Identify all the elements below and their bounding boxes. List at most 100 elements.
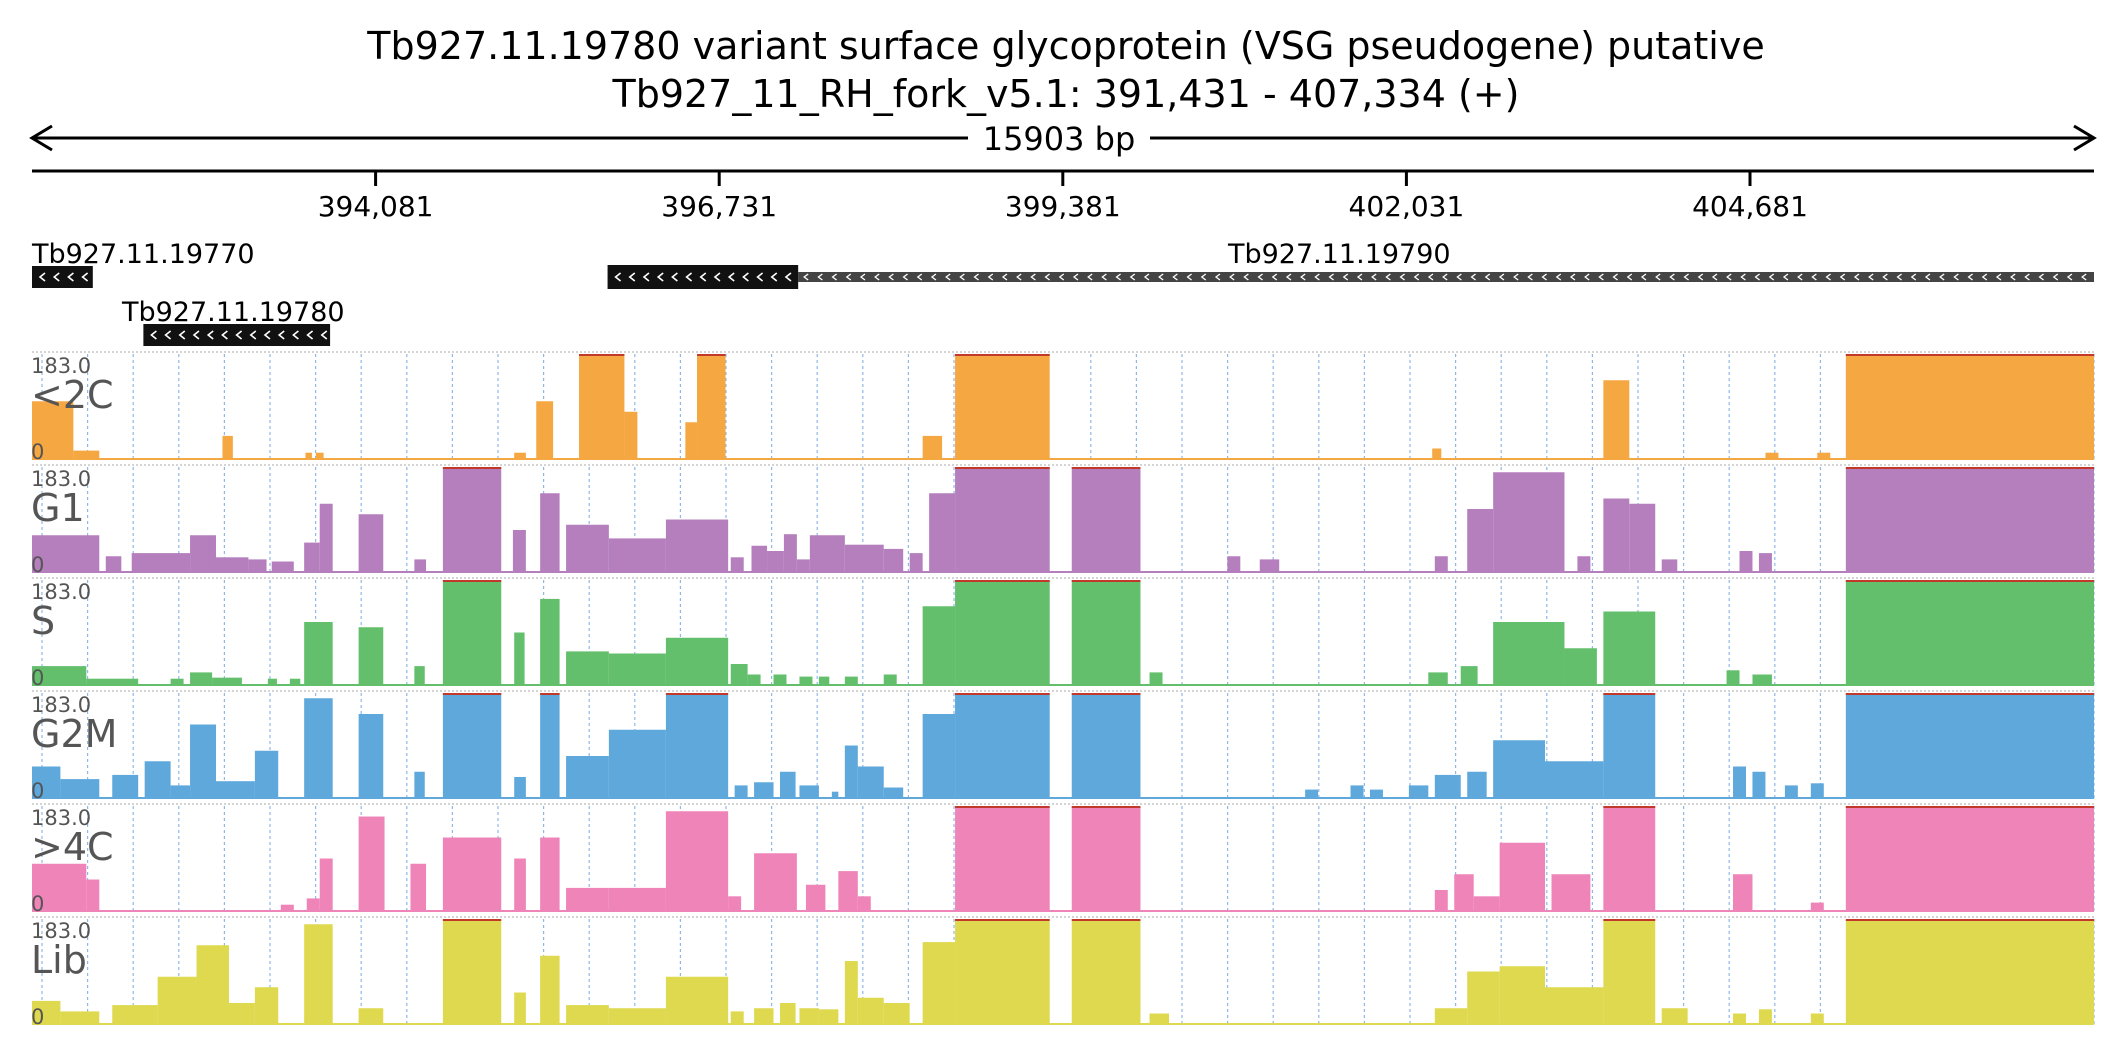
strand-arrow-icon xyxy=(1569,273,1576,281)
coverage-bar xyxy=(1432,448,1442,459)
strand-arrow-icon xyxy=(1030,273,1036,281)
strand-arrow-icon xyxy=(1300,273,1306,281)
strand-arrow-icon xyxy=(1584,273,1590,281)
coverage-bar xyxy=(754,782,774,798)
coverage-bar xyxy=(730,1011,744,1024)
strand-arrow-icon xyxy=(1115,273,1121,281)
coverage-bar xyxy=(32,535,100,572)
strand-arrow-icon xyxy=(699,272,707,282)
coverage-bar xyxy=(32,666,87,685)
y-min-label: 0 xyxy=(31,779,44,803)
strand-arrow-icon xyxy=(1995,273,2002,281)
strand-arrow-icon xyxy=(1314,273,1320,281)
strand-arrow-icon xyxy=(1356,273,1363,281)
strand-arrow-icon xyxy=(1697,273,1704,281)
coverage-bar xyxy=(1603,380,1630,459)
y-max-label: 183.0 xyxy=(31,354,91,378)
coverage-bar xyxy=(248,559,267,572)
coverage-bar xyxy=(955,580,1050,685)
strand-arrow-icon xyxy=(1498,273,1505,281)
coverage-bar xyxy=(1434,556,1448,572)
strand-arrow-icon xyxy=(1669,273,1675,281)
strand-arrow-icon xyxy=(1257,273,1263,281)
coverage-bar xyxy=(1845,354,2094,459)
strand-arrow-icon xyxy=(1896,273,1902,281)
strand-arrow-icon xyxy=(1626,273,1633,281)
gene-utr xyxy=(798,272,2094,282)
coverage-tracks: 183.00<2C183.00G1183.00S183.00G2M183.00>… xyxy=(31,351,2095,1029)
coverage-bar xyxy=(73,450,100,459)
coverage-bar xyxy=(1499,966,1546,1024)
strand-arrow-icon xyxy=(987,273,994,281)
strand-arrow-icon xyxy=(628,272,636,282)
coverage-bar xyxy=(1752,771,1766,798)
strand-arrow-icon xyxy=(1285,273,1292,281)
strand-arrow-icon xyxy=(1243,273,1249,281)
coverage-bar xyxy=(536,401,554,459)
coverage-bar xyxy=(665,693,729,798)
strand-arrow-icon xyxy=(1740,273,1746,281)
strand-arrow-icon xyxy=(874,273,880,281)
coverage-bar xyxy=(228,1003,255,1024)
coverage-bar xyxy=(1467,971,1500,1024)
strand-arrow-icon xyxy=(1456,273,1462,281)
coverage-bar xyxy=(734,785,748,798)
strand-arrow-icon xyxy=(235,330,243,340)
coverage-bar xyxy=(540,493,560,572)
coverage-bar xyxy=(809,535,845,572)
gene-Tb927.11.19780[interactable]: Tb927.11.19780 xyxy=(121,297,345,346)
coverage-bar xyxy=(1428,672,1448,685)
strand-arrow-icon xyxy=(742,272,749,282)
strand-arrow-icon xyxy=(1058,273,1065,281)
strand-arrow-icon xyxy=(1612,273,1618,281)
strand-arrow-icon xyxy=(1782,273,1789,281)
coverage-bar xyxy=(105,556,122,572)
coverage-bar xyxy=(271,561,294,572)
coverage-bar xyxy=(514,452,526,459)
coverage-bar xyxy=(1577,556,1591,572)
coverage-bar xyxy=(799,676,813,685)
coverage-bar xyxy=(1810,1013,1824,1024)
gene-Tb927.11.19770[interactable]: Tb927.11.19770 xyxy=(31,239,255,288)
coverage-bar xyxy=(1493,622,1565,685)
coverage-bar xyxy=(857,997,884,1024)
coverage-bar xyxy=(831,791,839,798)
strand-arrow-icon xyxy=(1726,273,1732,281)
coverage-bar xyxy=(566,756,609,798)
coverage-bar xyxy=(922,942,956,1024)
coverage-bar xyxy=(608,1008,666,1024)
coverage-bar xyxy=(608,653,666,685)
coverage-bar xyxy=(1845,580,2094,685)
coverage-bar xyxy=(1434,774,1461,798)
gene-Tb927.11.19790[interactable]: Tb927.11.19790 xyxy=(607,239,2094,289)
strand-arrow-icon xyxy=(888,273,894,281)
coverage-bar xyxy=(955,354,1050,459)
strand-arrow-icon xyxy=(916,273,923,281)
strand-arrow-icon xyxy=(803,273,809,281)
gene-cds xyxy=(607,265,799,289)
coverage-bar xyxy=(514,632,525,685)
tick-label: 394,081 xyxy=(318,190,434,223)
coverage-bar xyxy=(442,837,502,911)
strand-arrow-icon xyxy=(164,330,172,340)
coverage-bar xyxy=(1784,785,1798,798)
coverage-bar xyxy=(1629,503,1656,572)
strand-arrow-icon xyxy=(685,272,693,282)
y-min-label: 0 xyxy=(31,440,44,464)
coverage-bar xyxy=(1259,559,1280,572)
coverage-bar xyxy=(60,1011,100,1024)
coverage-bar xyxy=(1350,785,1364,798)
coverage-bar xyxy=(1765,452,1779,459)
strand-arrow-icon xyxy=(756,272,764,282)
coordinate-axis: 394,081 396,731 399,381 402,031 404,681 xyxy=(32,169,2094,223)
strand-arrow-icon xyxy=(1399,273,1405,281)
strand-arrow-icon xyxy=(642,272,650,282)
coverage-bar xyxy=(170,785,191,798)
coverage-bar xyxy=(1473,896,1500,911)
coverage-bar xyxy=(215,781,255,798)
coverage-bar xyxy=(358,714,384,798)
coverage-bar xyxy=(1460,666,1478,685)
strand-arrow-icon xyxy=(959,273,965,281)
coverage-bar xyxy=(566,887,609,911)
strand-arrow-icon xyxy=(1868,273,1874,281)
